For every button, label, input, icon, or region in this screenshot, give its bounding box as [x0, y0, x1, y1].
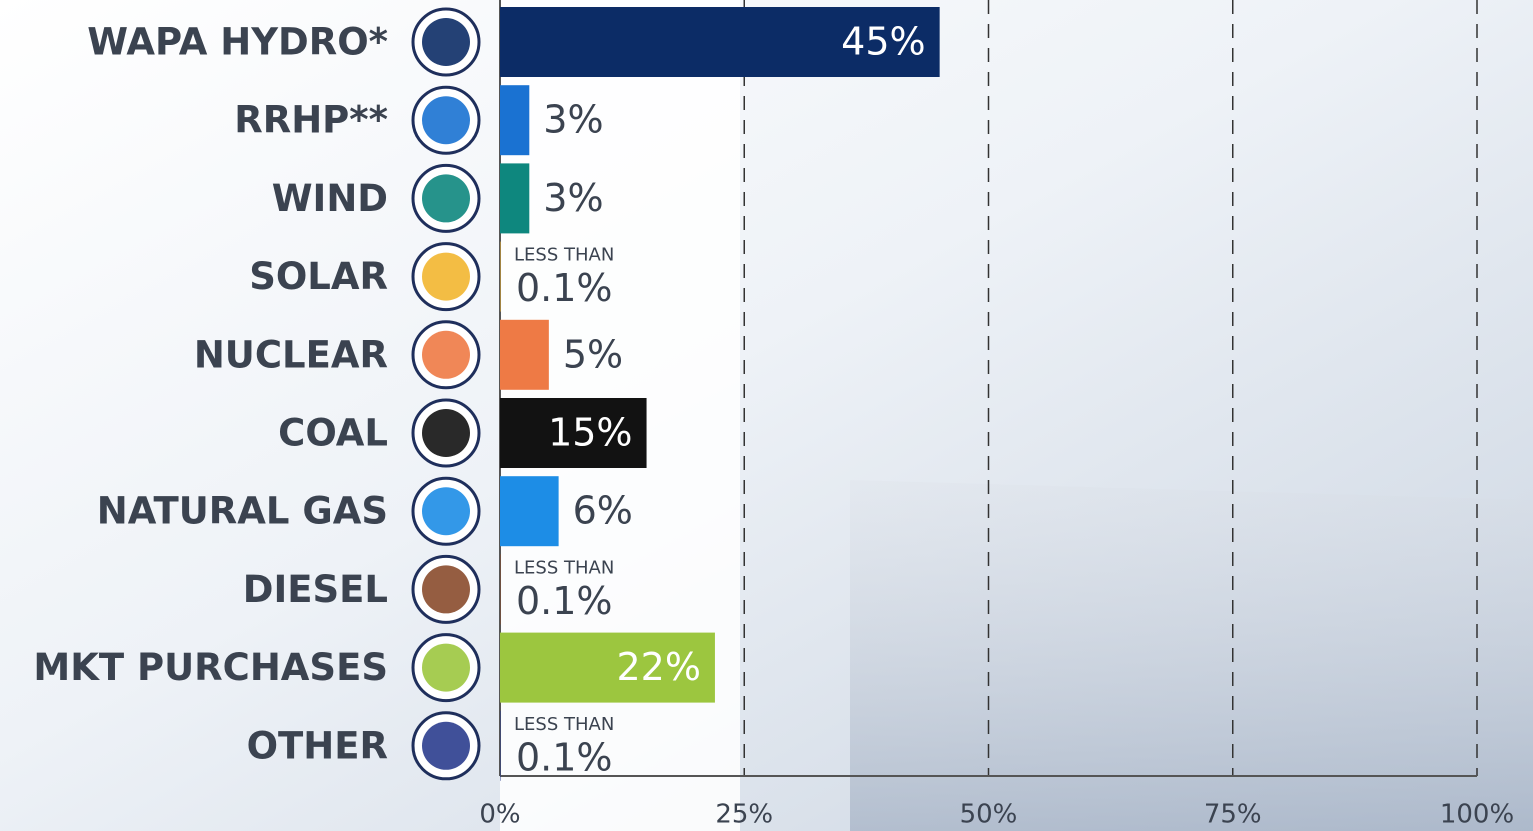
- page: {"chart_data": {"type": "hbar", "categor…: [0, 0, 1533, 831]
- icon: [422, 331, 470, 379]
- icon: [422, 96, 470, 144]
- category-label: RRHP**: [234, 99, 388, 142]
- x-tick-label: 100%: [1440, 800, 1514, 830]
- bar: [500, 476, 559, 546]
- category-label: OTHER: [247, 724, 388, 767]
- icon: [422, 253, 470, 301]
- value-label-note: LESS THAN: [514, 557, 614, 578]
- chart: 0% 25% 50% 75% 100% WAPA HYDRO* 45% RRHP** 3% WIN…: [0, 0, 1533, 831]
- x-tick-label: 75%: [1204, 800, 1262, 830]
- category-label: WIND: [272, 177, 388, 220]
- category-label: MKT PURCHASES: [33, 646, 388, 689]
- x-tick-label: 25%: [715, 800, 773, 830]
- value-label-note: LESS THAN: [514, 245, 614, 266]
- icon: [422, 174, 470, 222]
- category-label: DIESEL: [243, 568, 388, 611]
- icon: [422, 722, 470, 770]
- value-label: 3%: [543, 98, 603, 142]
- category-label: COAL: [278, 412, 388, 455]
- value-label: 0.1%: [516, 266, 613, 310]
- bar: [500, 163, 529, 233]
- value-label: 15%: [548, 411, 632, 455]
- category-label: NUCLEAR: [194, 333, 388, 376]
- icon: [422, 18, 470, 66]
- value-label: 22%: [616, 645, 700, 689]
- icon: [422, 487, 470, 535]
- value-label: 6%: [573, 489, 633, 533]
- category-label: SOLAR: [249, 255, 388, 298]
- value-label: 5%: [563, 332, 623, 376]
- icon: [422, 565, 470, 613]
- bar: [500, 320, 549, 390]
- category-label: WAPA HYDRO*: [87, 21, 388, 64]
- background-panels: [850, 480, 1533, 831]
- value-label-note: LESS THAN: [514, 714, 614, 735]
- x-tick-label: 50%: [960, 800, 1018, 830]
- bar: [500, 85, 529, 155]
- x-tick-label: 0%: [479, 800, 520, 830]
- icon: [422, 644, 470, 692]
- value-label: 0.1%: [516, 735, 613, 779]
- value-label: 0.1%: [516, 579, 613, 623]
- value-label: 3%: [543, 176, 603, 220]
- category-label: NATURAL GAS: [97, 490, 388, 533]
- value-label: 45%: [841, 20, 925, 64]
- icon: [422, 409, 470, 457]
